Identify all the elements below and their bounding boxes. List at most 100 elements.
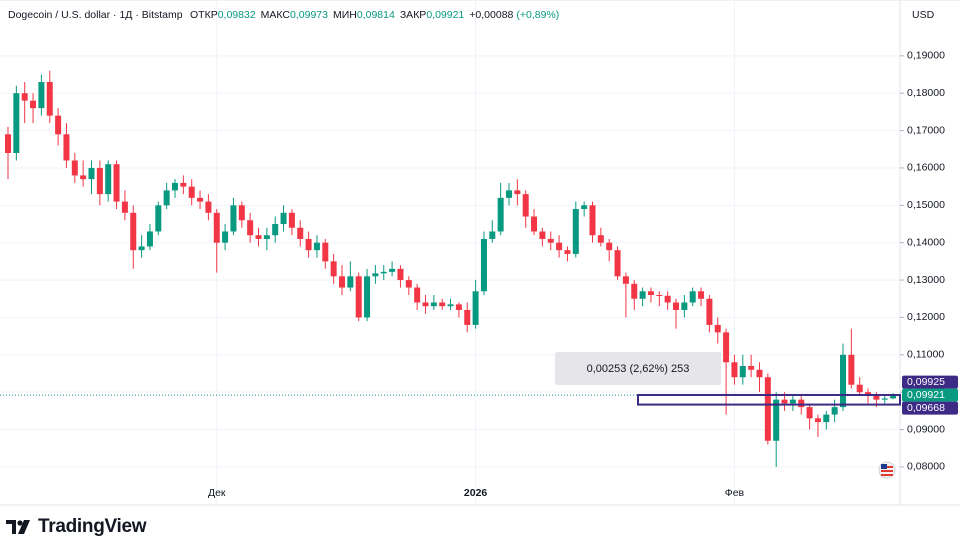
price-label-bg — [902, 375, 958, 389]
y-tick-label: 0,09000 — [907, 423, 945, 435]
candle-body — [397, 268, 404, 281]
candle-body — [213, 212, 220, 243]
candle-body — [806, 407, 813, 419]
candle-body — [55, 115, 62, 135]
y-tick-label: 0,18000 — [907, 87, 945, 99]
candle-body — [389, 268, 396, 272]
candle-body — [823, 414, 830, 423]
candle-body — [288, 212, 295, 228]
overlay: 0,00253 (2,62%) 253 — [0, 351, 901, 406]
candle-body — [297, 227, 304, 239]
candle-body — [138, 246, 145, 251]
candle-body — [80, 175, 87, 180]
candle-body — [739, 366, 746, 378]
candle-body — [222, 231, 229, 243]
stat-label: МАКС — [261, 9, 291, 21]
candle-body — [330, 261, 337, 277]
candle-body — [873, 395, 880, 400]
candle-body — [597, 235, 604, 243]
stat-label: МИН — [333, 9, 357, 21]
candle-body — [539, 231, 546, 239]
candle-body — [798, 399, 805, 408]
candle-body — [514, 190, 521, 195]
y-tick-label: 0,17000 — [907, 124, 945, 136]
candle-body — [881, 398, 888, 400]
plot-background — [0, 0, 960, 505]
candle-body — [706, 298, 713, 325]
candle-body — [313, 242, 320, 251]
price-label: 0,09921 — [907, 389, 945, 401]
candle-body — [572, 209, 579, 254]
candle-body — [272, 224, 279, 236]
y-tick-label: 0,08000 — [907, 461, 945, 473]
candle-body — [764, 377, 771, 441]
candle-body — [848, 354, 855, 385]
candle-body — [339, 276, 345, 288]
candle-body — [247, 220, 254, 236]
x-tick-label: Фев — [725, 487, 745, 499]
candle-body — [5, 134, 11, 154]
candle-body — [155, 205, 162, 232]
measure-label-bg — [555, 351, 721, 385]
candles — [5, 70, 897, 467]
logo-icon — [6, 520, 30, 534]
candle-body — [698, 291, 705, 299]
y-tick-label: 0,11000 — [907, 349, 944, 361]
stat-label: ЗАКР — [400, 9, 426, 21]
candle-body — [773, 399, 780, 441]
stat-value: (+0,89%) — [516, 9, 559, 21]
candle-body — [748, 366, 755, 370]
candle-body — [723, 332, 730, 363]
candle-body — [489, 231, 496, 239]
x-tick-label: Дек — [208, 487, 226, 499]
candle-body — [831, 407, 838, 415]
candle-body — [405, 280, 412, 288]
chart-title: Dogecoin / U.S. dollar · 1Д · Bitstamp — [8, 9, 183, 21]
candle-body — [789, 399, 796, 404]
header-stats: ОТКР 0,09832 МАКС 0,09973 МИН 0,09814 ЗАКР 0,09… — [190, 9, 559, 21]
candle-body — [205, 201, 212, 213]
candle-body — [21, 93, 28, 101]
candle-body — [497, 197, 504, 232]
candle-body — [656, 295, 663, 297]
x-tick-label: 2026 — [464, 487, 488, 499]
candle-body — [756, 369, 763, 378]
candle-body — [355, 276, 362, 318]
candle-body — [439, 302, 446, 307]
currency[interactable]: USD — [912, 9, 935, 21]
candle-body — [96, 167, 103, 195]
candle-body — [255, 235, 262, 239]
price-label: 0,09668 — [907, 402, 945, 414]
candle-body — [556, 242, 563, 251]
candle-body — [664, 295, 671, 303]
candle-body — [280, 212, 287, 225]
price-label: 0,09925 — [907, 376, 945, 388]
candle-body — [689, 291, 696, 303]
y-tick-label: 0,12000 — [907, 311, 945, 323]
price-label-bg — [902, 401, 958, 415]
candle-body — [480, 238, 487, 292]
candle-body — [422, 302, 429, 307]
candle-body — [197, 197, 204, 202]
stat-value: 0,09814 — [357, 9, 395, 21]
candle-body — [647, 291, 654, 296]
candle-body — [464, 309, 471, 325]
candle-body — [564, 250, 571, 254]
candle-body — [188, 186, 195, 198]
candle-body — [681, 302, 688, 310]
brand-logo[interactable]: TradingView — [6, 516, 147, 538]
candle-body — [890, 395, 897, 399]
stat-value: 0,09921 — [426, 9, 464, 21]
candle-body — [447, 304, 454, 307]
candle-body — [263, 235, 270, 239]
candle-body — [856, 384, 863, 393]
candle-body — [172, 182, 178, 191]
flag-icon — [878, 461, 896, 479]
stat-value: 0,09832 — [218, 9, 256, 21]
candle-body — [414, 287, 421, 303]
candle-body — [347, 276, 354, 288]
candle-body — [814, 418, 821, 423]
candle-body — [322, 242, 329, 262]
